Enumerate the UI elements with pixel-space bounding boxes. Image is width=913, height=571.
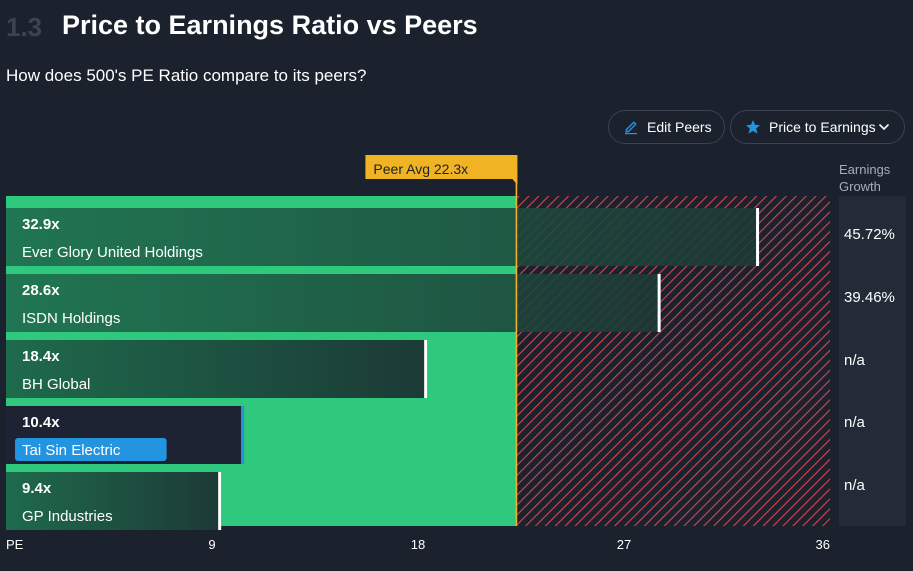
- metric-selector-label: Price to Earnings: [769, 119, 876, 135]
- pe-bar-chart: 32.9x Ever Glory United Holdings 28.6x ISDN…: [6, 155, 830, 552]
- earnings-growth-panel: [839, 196, 906, 526]
- x-tick-label: 18: [411, 537, 425, 552]
- bar-group: 32.9x Ever Glory United Holdings: [6, 208, 760, 266]
- x-tick-label: 9: [208, 537, 215, 552]
- bar: [6, 472, 222, 530]
- earnings-growth-header-line1: Earnings: [839, 162, 891, 177]
- bar-group: 10.4x Tai Sin Electric: [6, 406, 245, 464]
- bar-end-marker: [424, 340, 428, 398]
- edit-peers-button[interactable]: Edit Peers: [608, 110, 725, 144]
- earnings-growth-value: 39.46%: [844, 289, 895, 306]
- bar-end-marker: [756, 208, 760, 266]
- earnings-growth-value: n/a: [844, 477, 865, 494]
- bar-end-marker: [218, 472, 222, 530]
- page-title: Price to Earnings Ratio vs Peers: [62, 10, 478, 40]
- bar-name-label: Ever Glory United Holdings: [22, 244, 203, 261]
- x-tick-label: 36: [816, 537, 830, 552]
- page-subtitle: How does 500's PE Ratio compare to its p…: [6, 66, 367, 85]
- earnings-growth-header-line2: Growth: [839, 179, 881, 194]
- bar-name-label: BH Global: [22, 376, 90, 393]
- pencil-icon: [625, 121, 637, 135]
- metric-selector-dropdown[interactable]: Price to Earnings: [730, 110, 905, 144]
- earnings-growth-value: 45.72%: [844, 226, 895, 243]
- peer-average-label: Peer Avg 22.3x: [373, 161, 468, 177]
- edit-peers-label: Edit Peers: [647, 119, 712, 135]
- bar-value-label: 18.4x: [22, 348, 60, 365]
- bar-name-label: Tai Sin Electric: [22, 442, 121, 459]
- bar-value-label: 32.9x: [22, 216, 60, 233]
- bar-name-label: ISDN Holdings: [22, 310, 120, 327]
- bar-group: 9.4x GP Industries: [6, 472, 222, 530]
- earnings-growth-value: n/a: [844, 352, 865, 369]
- bar: [6, 340, 428, 398]
- highlight-badge: [15, 438, 167, 461]
- bar-end-marker: [241, 406, 245, 464]
- star-icon: [746, 120, 760, 134]
- bar-value-label: 9.4x: [22, 480, 52, 497]
- peer-average-flag: [365, 155, 518, 185]
- earnings-growth-header: Earnings Growth: [839, 161, 890, 195]
- bar-value-label: 28.6x: [22, 282, 60, 299]
- x-tick-label: PE: [6, 537, 24, 552]
- bar-group: 28.6x ISDN Holdings: [6, 274, 661, 332]
- bar-name-label: GP Industries: [22, 508, 113, 525]
- x-tick-label: 27: [617, 537, 631, 552]
- bar-group: 18.4x BH Global: [6, 340, 428, 398]
- bar: [6, 274, 661, 332]
- chevron-down-icon: [879, 124, 889, 130]
- earnings-growth-value: n/a: [844, 414, 865, 431]
- bar-end-marker: [657, 274, 661, 332]
- section-number: 1.3: [6, 12, 43, 42]
- bar-value-label: 10.4x: [22, 414, 60, 431]
- bar: [6, 208, 760, 266]
